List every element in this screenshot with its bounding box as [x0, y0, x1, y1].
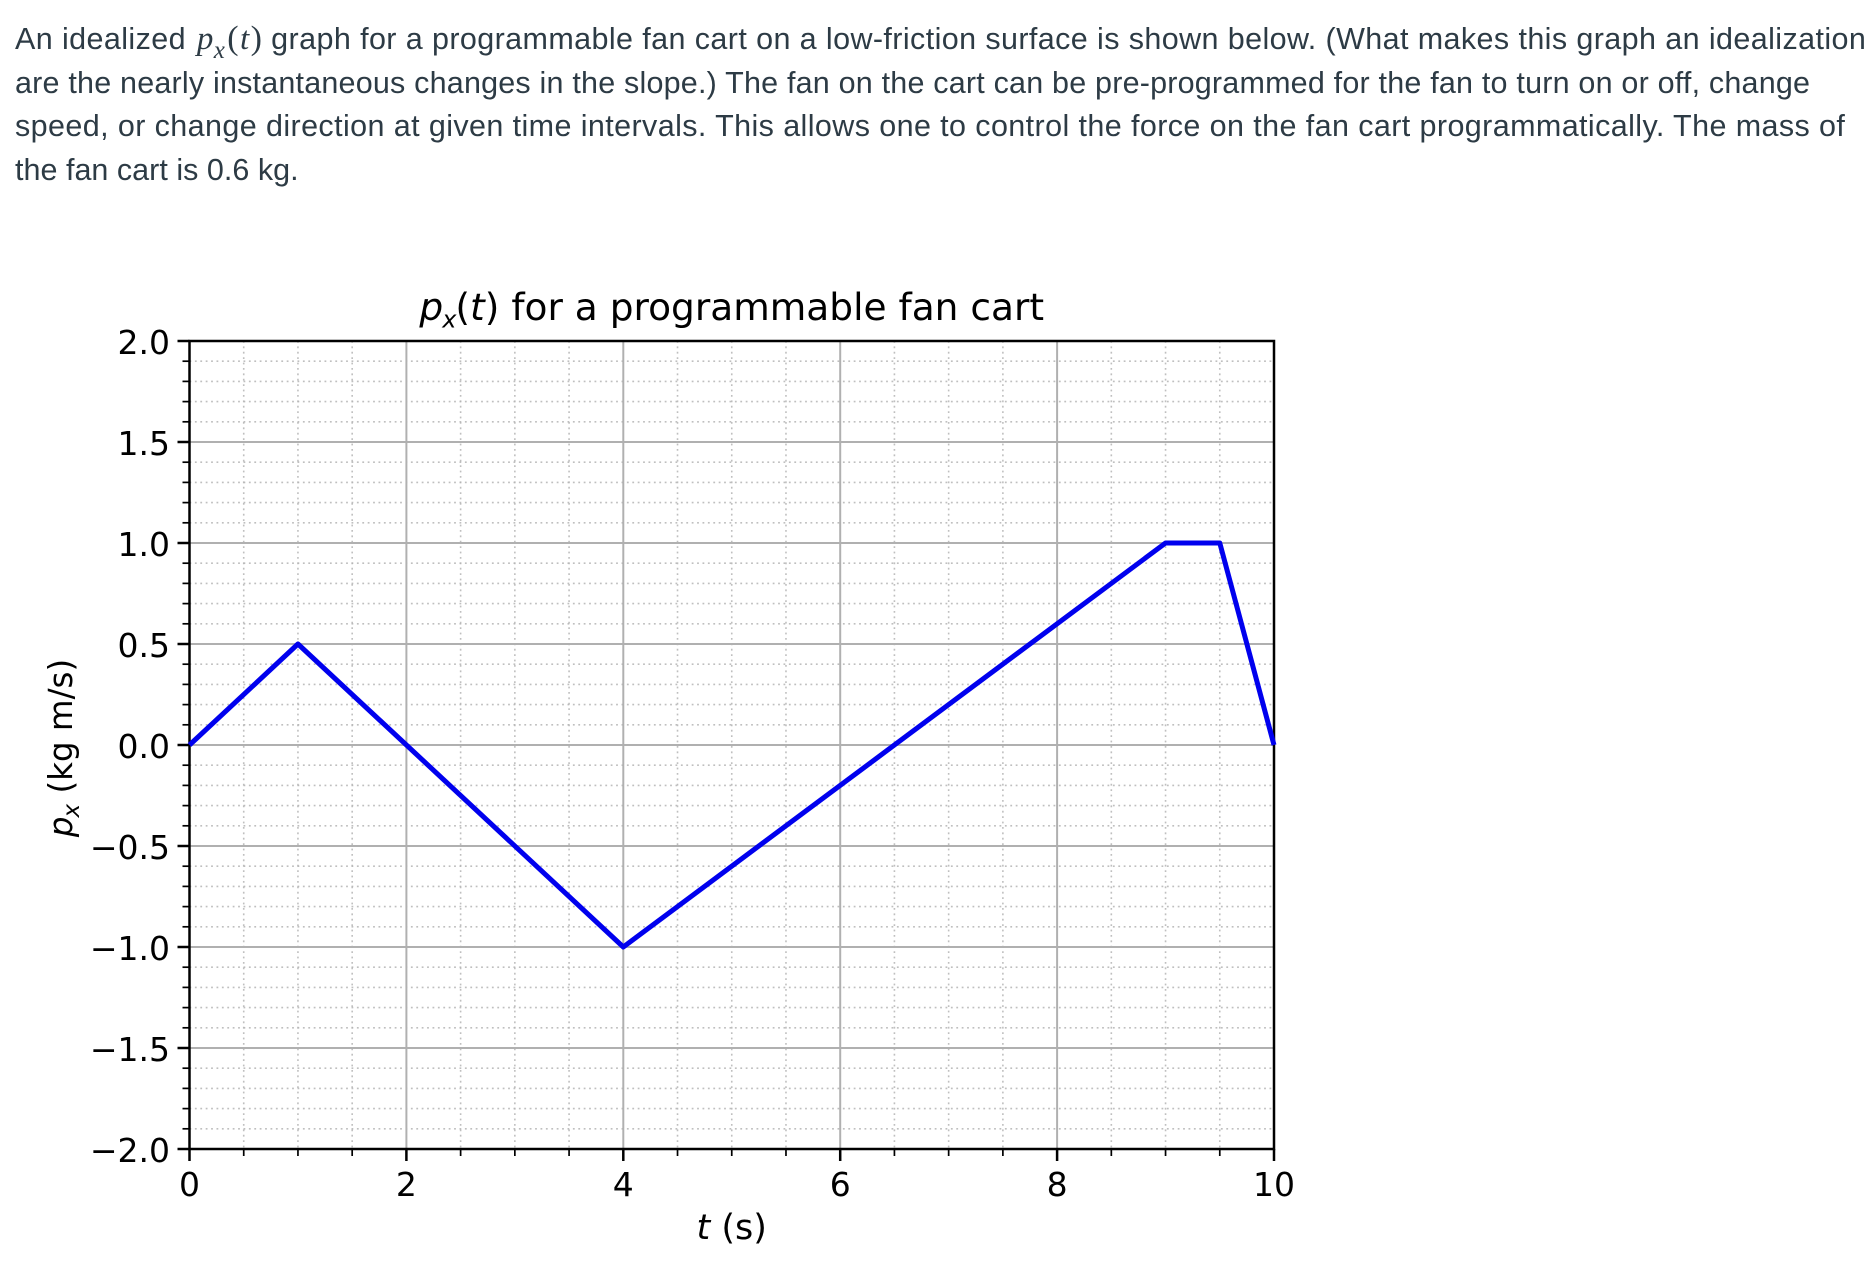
- math-paren-open: (: [227, 20, 239, 57]
- y-tick-label-−1.0: −1.0: [90, 929, 170, 968]
- momentum-polyline: [187, 540, 1277, 950]
- chart-ticks: [177, 339, 1276, 1161]
- x-tick-label-4: 4: [613, 1165, 634, 1204]
- math-x-subscript: x: [213, 37, 226, 64]
- x-tick-label-6: 6: [830, 1165, 851, 1204]
- y-tick-label-1.5: 1.5: [118, 424, 170, 463]
- x-tick-label-0: 0: [179, 1165, 200, 1204]
- chart-title: px(t) for a programmable fan cart: [418, 285, 1044, 334]
- y-tick-label-0.0: 0.0: [118, 727, 170, 766]
- x-tick-label-2: 2: [396, 1165, 417, 1204]
- problem-line1-pre: An idealized: [15, 22, 195, 56]
- y-tick-label-−2.0: −2.0: [90, 1131, 170, 1170]
- problem-line-3: speed, or change direction at given time…: [15, 109, 1846, 143]
- problem-statement: An idealized px(t) graph for a programma…: [15, 18, 1867, 192]
- y-tick-label-−1.5: −1.5: [90, 1030, 170, 1069]
- math-t-symbol: t: [240, 21, 250, 57]
- y-tick-label-1.0: 1.0: [118, 525, 170, 564]
- chart-major-grid: [189, 341, 1274, 1149]
- x-tick-label-8: 8: [1047, 1165, 1068, 1204]
- y-tick-label-2.0: 2.0: [118, 323, 170, 362]
- chart-tick-labels: 0 2 4 6 8 10 2.0 1.5 1.0 0.5 0.0 −0.5 −1.0 −1.5 −2.0: [90, 323, 1295, 1204]
- problem-line-2: are the nearly instantaneous changes in …: [15, 65, 1811, 100]
- x-tick-label-10: 10: [1253, 1165, 1295, 1204]
- problem-line-4: the fan cart is 0.6 kg.: [15, 152, 299, 187]
- chart-titles: px(t) for a programmable fan cart t (s) px…: [42, 285, 1044, 1248]
- x-axis-label: t (s): [697, 1208, 767, 1248]
- math-paren-close: ): [250, 20, 263, 57]
- problem-line1-post: graph for a programmable fan cart on a l…: [262, 22, 1867, 56]
- y-axis-label: px (kg m/s): [42, 659, 85, 838]
- math-p-symbol: p: [196, 21, 214, 57]
- problem-line-1: An idealized px(t) graph for a programma…: [15, 18, 1867, 64]
- momentum-curve: [187, 540, 1277, 950]
- y-tick-label-0.5: 0.5: [118, 626, 170, 665]
- y-tick-label-−0.5: −0.5: [90, 828, 170, 867]
